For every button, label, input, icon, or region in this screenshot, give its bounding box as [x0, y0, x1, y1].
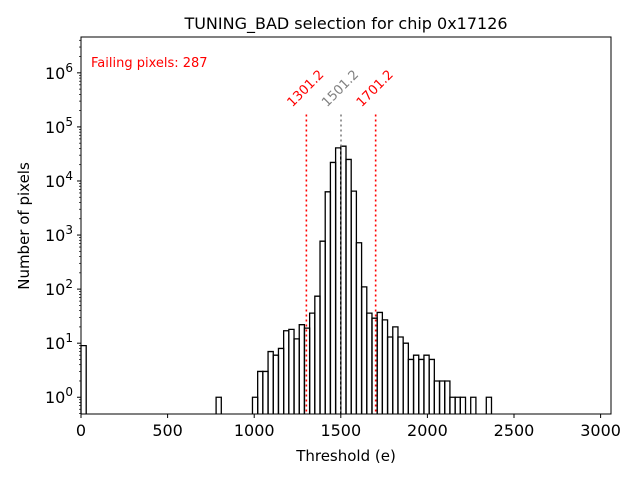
histogram-bin: [470, 396, 477, 414]
histogram-bin: [376, 311, 384, 414]
y-tick-label: 105: [45, 115, 73, 137]
x-tick-label: 1000: [234, 421, 275, 440]
histogram-bin: [433, 380, 441, 414]
y-tick-label: 102: [45, 277, 73, 299]
histogram-bin: [386, 336, 394, 414]
x-tick-label: 500: [152, 421, 183, 440]
x-tick-label: 2500: [494, 421, 535, 440]
histogram-bin: [267, 350, 274, 414]
histogram-bin: [449, 396, 456, 414]
histogram-bin: [329, 161, 337, 414]
x-axis-label: Threshold (e): [295, 447, 396, 465]
histogram-bin: [319, 240, 326, 414]
axes-frame: [80, 36, 612, 415]
histogram-bin: [459, 396, 467, 414]
x-tick-label: 3000: [580, 421, 621, 440]
histogram-bin: [392, 326, 399, 414]
histogram-bin: [215, 396, 222, 414]
histogram-bin: [345, 158, 352, 414]
y-tick-label: 101: [45, 331, 73, 353]
histogram-bin: [350, 190, 358, 414]
histogram-bin: [288, 328, 295, 414]
histogram-bin: [272, 354, 280, 414]
histogram-bin: [366, 312, 373, 414]
histogram-bin: [80, 345, 87, 414]
x-tick-label: 0: [76, 421, 86, 440]
histogram-bin: [381, 319, 389, 414]
y-tick-label: 100: [45, 385, 73, 407]
histogram-bin: [282, 330, 290, 414]
histogram-bin: [293, 338, 300, 414]
histogram-bin: [423, 354, 430, 414]
histogram-bin: [277, 347, 285, 414]
threshold-line-label: 1501.2: [319, 67, 362, 110]
histogram-bin: [418, 358, 425, 414]
histogram-bin: [397, 336, 404, 414]
histogram-bin: [257, 370, 264, 414]
histogram-bin: [360, 286, 368, 414]
x-tick-label: 2000: [407, 421, 448, 440]
y-tick-label: 104: [45, 169, 73, 191]
x-axis: 0 500 1000 1500 2000 2500 3000: [76, 414, 621, 440]
histogram-bin: [314, 295, 321, 414]
threshold-line-label: 1301.2: [285, 67, 328, 110]
y-axis: 100 101 102 103 104 105 106: [45, 39, 81, 414]
x-tick-label: 1500: [320, 421, 361, 440]
histogram-bin: [438, 380, 446, 414]
histogram-bin: [428, 358, 435, 414]
threshold-line-label: 1701.2: [354, 67, 397, 110]
histogram-bin: [485, 396, 493, 414]
histogram-bin: [298, 324, 306, 414]
histogram-bin: [444, 380, 451, 414]
histogram-bin: [334, 147, 342, 414]
y-tick-label: 103: [45, 223, 73, 245]
y-tick-label: 106: [45, 61, 73, 83]
histogram-bin: [251, 396, 259, 414]
histogram-bin: [324, 191, 332, 414]
histogram-bin: [262, 370, 269, 414]
y-axis-label: Number of pixels: [15, 162, 33, 290]
histogram-bin: [308, 312, 316, 414]
chart-title: TUNING_BAD selection for chip 0x17126: [183, 14, 507, 34]
failing-pixels-annotation: Failing pixels: 287: [91, 56, 208, 71]
histogram-bin: [402, 342, 410, 414]
histogram-bin: [412, 354, 420, 414]
histogram-bin: [454, 396, 461, 414]
histogram-bin: [407, 358, 415, 414]
histogram-bin: [355, 242, 363, 414]
